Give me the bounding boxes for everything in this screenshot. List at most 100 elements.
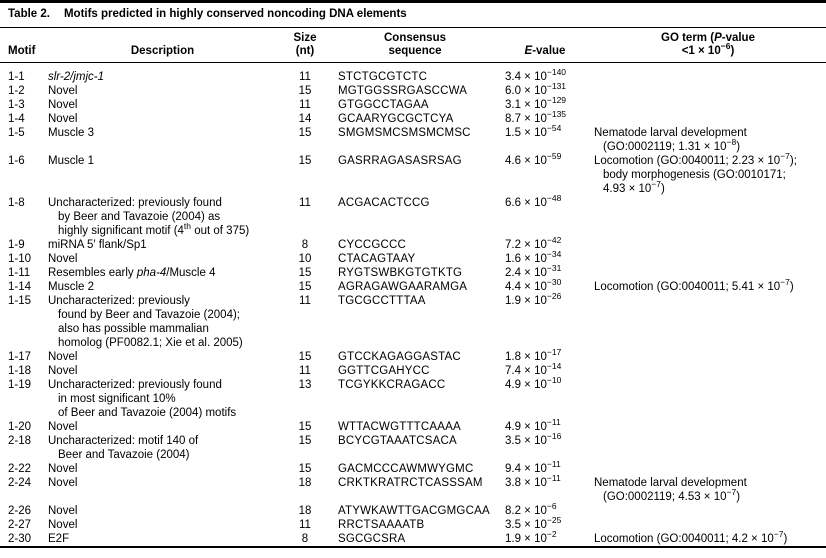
cell-consensus: GTGGCCTAGAA [330, 98, 500, 112]
cell-motif: 2-22 [0, 462, 45, 476]
cell-go-term [590, 196, 826, 238]
cell-line: by Beer and Tavazoie (2004) as [58, 211, 221, 223]
cell-evalue: 3.5 × 10−25 [500, 516, 590, 532]
cell-line: 15 [298, 267, 312, 279]
cell-line: Novel [48, 99, 78, 111]
table-row: 2-24 Novel 18 CRKTKRATRCTCASSSAM 3.8 × 10−11… [0, 474, 826, 504]
cell-line: Muscle 2 [48, 281, 95, 293]
table-row: 2-18 Uncharacterized: motif 140 of Beer an… [0, 432, 826, 462]
cell-line: GACMCCCAWMWYGMC [338, 463, 474, 475]
cell-description: miRNA 5′ flank/Sp1 [45, 238, 280, 252]
cell-line: 7.2 × 10−42 [505, 235, 562, 251]
cell-go-term [590, 266, 826, 280]
cell-consensus: GACMCCCAWMWYGMC [330, 462, 500, 476]
cell-line: 7.4 × 10−14 [505, 361, 562, 377]
cell-size: 11 [280, 364, 330, 378]
col-header-go-term: GO term (P-value <1 × 10−6) [661, 32, 755, 57]
cell-description: Novel [45, 476, 280, 504]
cell-line: GASRRAGASASRSAG [338, 155, 462, 167]
cell-line: body morphogenesis (GO:0010171; [603, 169, 786, 181]
cell-line: 10 [298, 253, 312, 265]
cell-description: Muscle 1 [45, 154, 280, 196]
cell-go-term [590, 462, 826, 476]
cell-evalue: 8.7 × 10−135 [500, 110, 590, 126]
cell-size: 15 [280, 154, 330, 196]
cell-line: 15 [298, 463, 312, 475]
cell-line: Uncharacterized: motif 140 of [48, 435, 199, 447]
cell-consensus: CYCCGCCC [330, 238, 500, 252]
cell-go-term [590, 504, 826, 518]
table-row: 2-27 Novel 11 RRCTSAAAATB 3.5 × 10−25 [0, 516, 826, 532]
cell-consensus: WTTACWGTTTCAAAA [330, 420, 500, 434]
table-row: 1-17 Novel 15 GTCCKAGAGGASTAC 1.8 × 10−17 [0, 348, 826, 364]
cell-consensus: MGTGGSSRGASCCWA [330, 84, 500, 98]
col-header-size: Size (nt) [293, 32, 317, 57]
cell-consensus: ATYWKAWTTGACGMGCAA [330, 504, 500, 518]
table-row: 2-30 E2F 8 SGCGCSRA 1.9 × 10−2 Locomotion (GO… [0, 530, 826, 547]
col-header-evalue: E-value [524, 45, 566, 57]
cell-line: AGRAGAWGAARAMGA [338, 281, 468, 293]
cell-description: Novel [45, 462, 280, 476]
col-header-consensus: Consensus sequence [384, 32, 446, 57]
cell-size: 15 [280, 280, 330, 294]
cell-description: Uncharacterized: previously found by Beer… [45, 196, 280, 238]
cell-line: 1-15 [8, 295, 32, 307]
cell-line: 11 [299, 197, 311, 209]
cell-size: 15 [280, 350, 330, 364]
cell-line: 15 [298, 351, 312, 363]
cell-evalue: 2.4 × 10−31 [500, 264, 590, 280]
cell-line: in most significant 10% [58, 393, 176, 405]
cell-size: 15 [280, 266, 330, 280]
cell-description: Novel [45, 420, 280, 434]
cell-consensus: AGRAGAWGAARAMGA [330, 280, 500, 294]
cell-description: slr-2/jmjc-1 [45, 63, 280, 85]
cell-size: 15 [280, 462, 330, 476]
cell-size: 15 [280, 434, 330, 462]
cell-description: Novel [45, 350, 280, 364]
cell-line: CTACAGTAAY [338, 253, 416, 265]
cell-line: Uncharacterized: previously [48, 295, 190, 307]
cell-go-term [590, 378, 826, 420]
cell-motif: 1-15 [0, 294, 45, 350]
cell-line: highly significant motif (4th out of 375… [58, 221, 250, 237]
cell-line: Novel [48, 421, 78, 433]
cell-go-term: Locomotion (GO:0040011; 5.41 × 10−7) [590, 278, 826, 294]
table-row: 1-9 miRNA 5′ flank/Sp1 8 CYCCGCCC 7.2 × 10−4… [0, 235, 826, 252]
cell-motif: 1-8 [0, 196, 45, 238]
cell-go-term [590, 112, 826, 126]
cell-line: (GO:0002119; 1.31 × 10−8) [603, 137, 741, 153]
table-row: 1-1 slr-2/jmjc-1 11 STCTGCGTCTC 3.4 × 10−140 [0, 63, 826, 85]
cell-line: 4.4 × 10−30 [505, 277, 562, 293]
table-row: 1-15 Uncharacterized: previously found by … [0, 292, 826, 350]
cell-motif: 2-30 [0, 532, 45, 547]
table-row: 1-20 Novel 15 WTTACWGTTTCAAAA 4.9 × 10−11 [0, 418, 826, 434]
cell-line: 3.4 × 10−140 [505, 67, 567, 83]
cell-evalue: 1.5 × 10−54 [500, 124, 590, 154]
cell-line: also has possible mammalian [58, 323, 209, 335]
cell-motif: 1-14 [0, 280, 45, 294]
cell-motif: 1-18 [0, 364, 45, 378]
cell-line: STCTGCGTCTC [338, 71, 428, 83]
cell-line: 11 [299, 365, 311, 377]
cell-size: 18 [280, 504, 330, 518]
cell-line: 11 [299, 71, 311, 83]
table-row: 1-11 Resembles early pha-4/Muscle 4 15 RYGT… [0, 264, 826, 280]
cell-line: 1-20 [8, 421, 32, 433]
cell-description: Uncharacterized: motif 140 of Beer and Ta… [45, 434, 280, 462]
table-row: 1-8 Uncharacterized: previously found by B… [0, 193, 826, 238]
cell-description: Novel [45, 504, 280, 518]
table-body: 1-1 slr-2/jmjc-1 11 STCTGCGTCTC 3.4 × 10−140… [0, 63, 826, 548]
cell-size: 8 [280, 532, 330, 547]
cell-consensus: GGTTCGAHYCC [330, 364, 500, 378]
cell-line: 6.6 × 10−48 [505, 193, 562, 209]
cell-line: (GO:0002119; 4.53 × 10−7) [603, 487, 741, 503]
cell-line: 4.93 × 10−7) [603, 179, 665, 195]
cell-line: Locomotion (GO:0040011; 2.23 × 10−7); [594, 151, 797, 167]
cell-go-term [590, 84, 826, 98]
cell-line: Muscle 1 [48, 155, 95, 167]
cell-line: GTGGCCTAGAA [338, 99, 429, 111]
table-row: 1-10 Novel 10 CTACAGTAAY 1.6 × 10−34 [0, 250, 826, 266]
cell-motif: 1-4 [0, 112, 45, 126]
cell-consensus: ACGACACTCCG [330, 196, 500, 238]
